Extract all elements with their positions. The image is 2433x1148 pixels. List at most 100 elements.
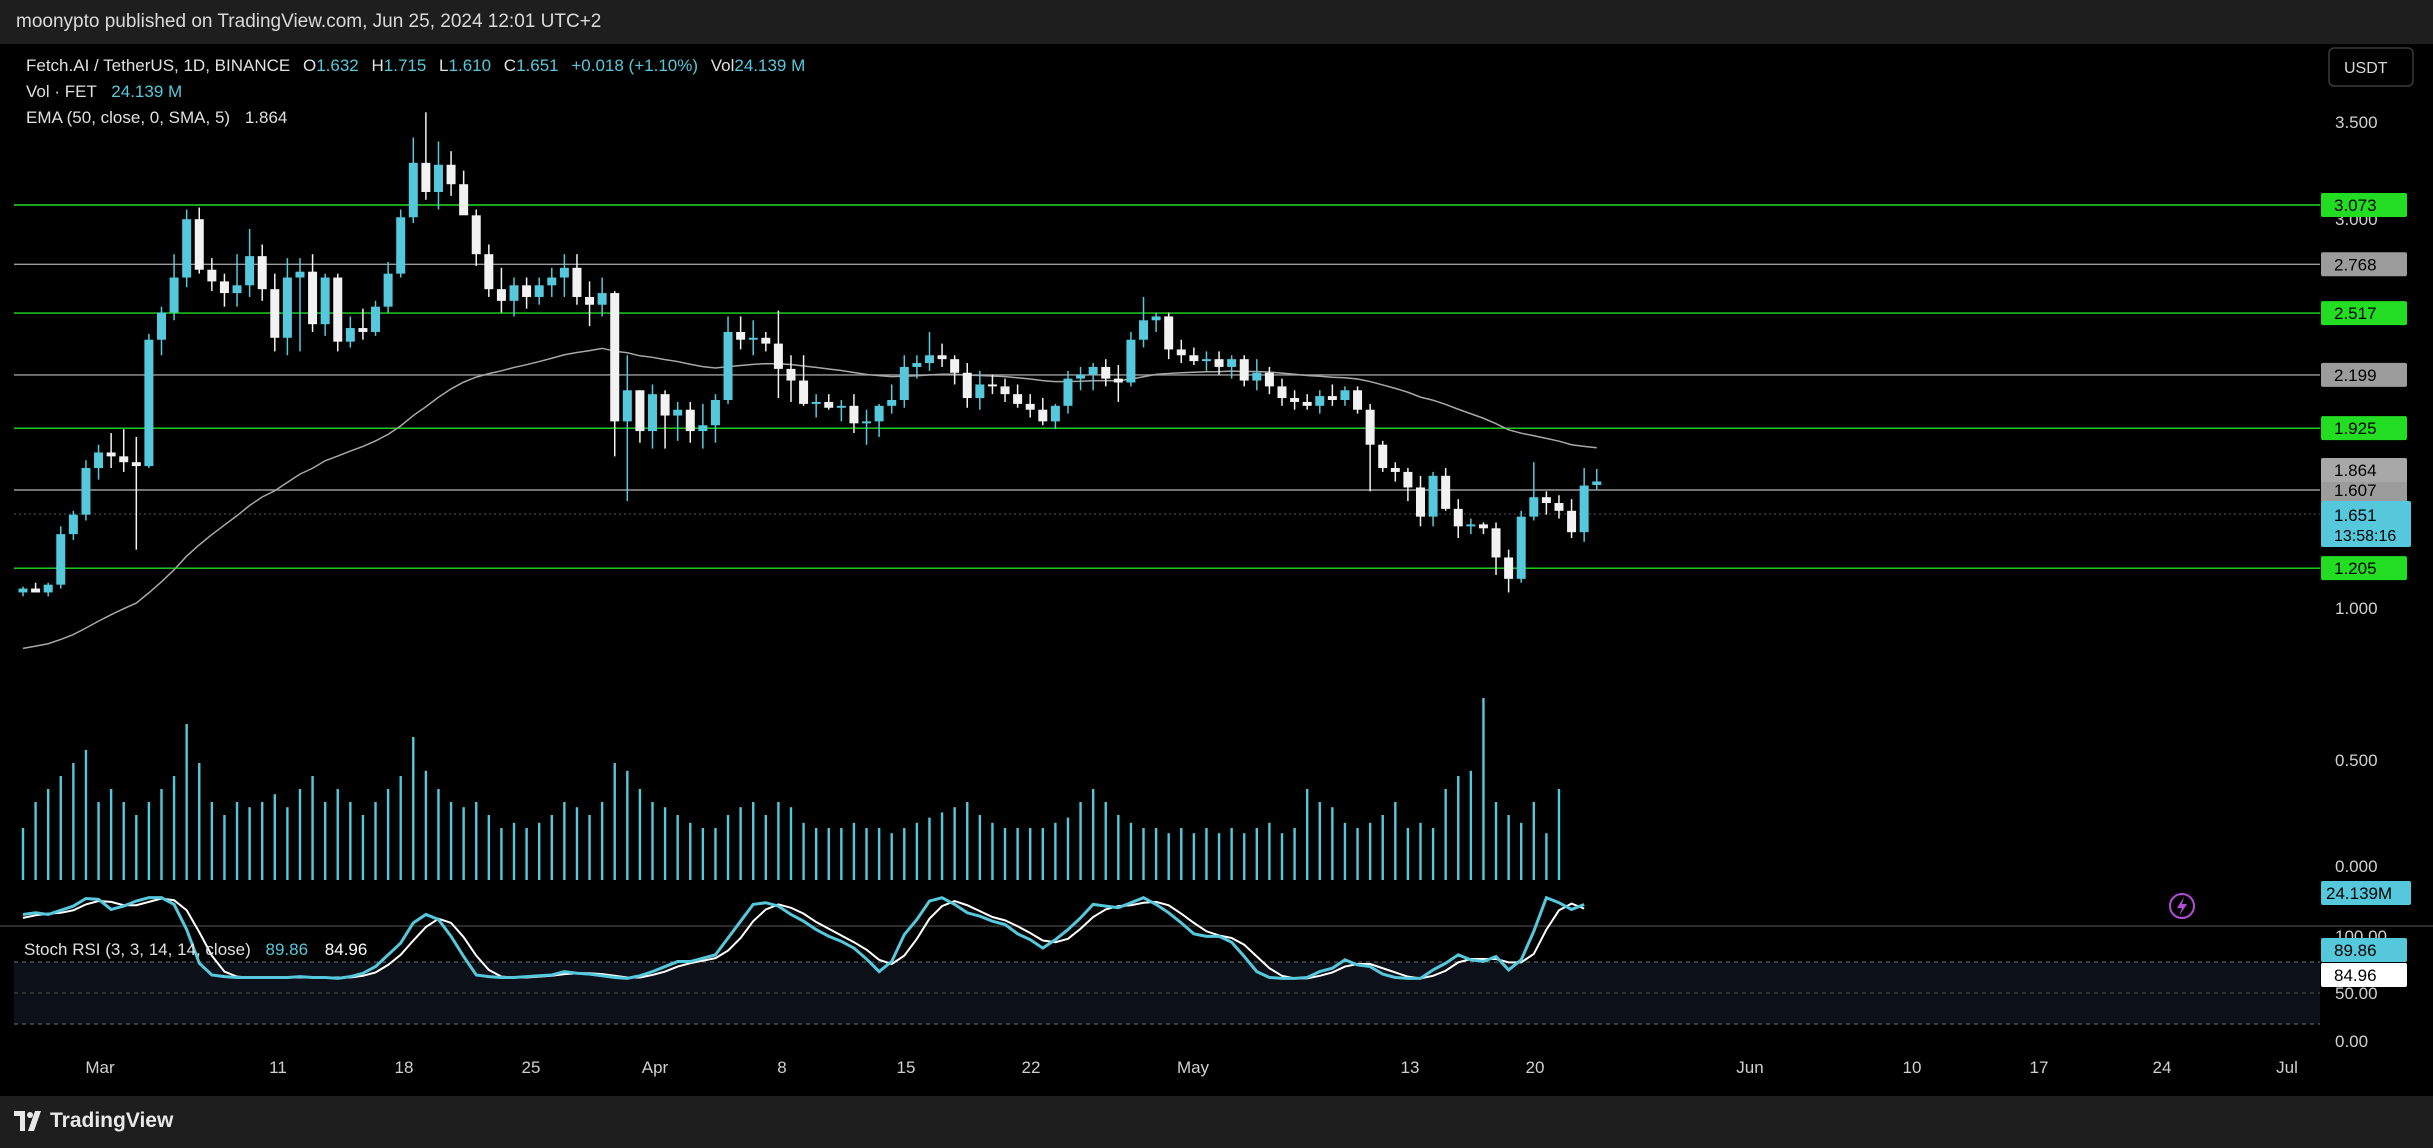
candle-body xyxy=(673,409,683,416)
candle-body xyxy=(862,421,872,424)
volume-bar xyxy=(1192,833,1196,880)
volume-last-label: 24.139M xyxy=(2321,881,2411,905)
candle-body xyxy=(1441,475,1451,509)
volume-bar xyxy=(1507,815,1510,880)
volume-bar xyxy=(122,802,125,880)
candle-body xyxy=(270,289,280,338)
volume-bar xyxy=(72,763,75,880)
volume-bar xyxy=(1054,822,1057,880)
candle-body xyxy=(182,219,192,278)
candle-body xyxy=(824,401,834,408)
volume-bar xyxy=(412,737,415,880)
chart-area[interactable]: 3.500 3.000 1.000 0.500 0.000 100.00 50.00 0.… xyxy=(0,44,2433,1096)
level-label-bg-5 xyxy=(2321,477,2407,502)
candle-body xyxy=(736,331,746,340)
candles xyxy=(18,112,1602,597)
volume-bar xyxy=(1557,789,1561,880)
time-tick-2: 18 xyxy=(395,1058,414,1077)
volume-bar xyxy=(890,833,893,880)
lightning-icon[interactable] xyxy=(2169,893,2195,919)
volume-bar xyxy=(512,822,516,880)
candle-body xyxy=(1025,403,1035,410)
volume-bar xyxy=(1066,817,1070,880)
volume-bar xyxy=(1356,828,1359,880)
candle-body xyxy=(1252,372,1262,381)
level-label-text-4: 1.925 xyxy=(2334,419,2377,438)
candle-body xyxy=(471,215,481,255)
time-tick-11: Jun xyxy=(1736,1058,1763,1077)
candle-body xyxy=(836,405,846,408)
volume-bar xyxy=(626,770,629,880)
volume-bar xyxy=(361,815,365,880)
candle-body xyxy=(635,390,645,432)
candle-body xyxy=(232,285,242,294)
volume-bar xyxy=(449,802,453,880)
candle-body xyxy=(874,405,884,422)
volume-bar xyxy=(991,822,994,880)
volume-bar xyxy=(1419,822,1422,880)
volume-bar xyxy=(399,776,402,880)
volume-bar xyxy=(46,789,50,880)
candle-body xyxy=(257,256,267,290)
volume-bar xyxy=(978,815,982,880)
candle-body xyxy=(18,588,28,593)
candle-body xyxy=(43,584,53,593)
candle-body xyxy=(1151,316,1161,321)
tradingview-icon xyxy=(14,1111,41,1131)
volume-bar xyxy=(1117,815,1120,880)
volume-bar xyxy=(1318,802,1321,880)
ema-line xyxy=(22,347,1597,650)
volume-bar xyxy=(109,789,113,880)
volume-bar xyxy=(386,789,390,880)
volume-bar xyxy=(160,789,163,880)
volume-bar xyxy=(613,763,616,880)
candle-body xyxy=(1101,366,1111,379)
volume-bar xyxy=(802,822,805,880)
volume-bar xyxy=(1431,828,1435,880)
candle-body xyxy=(648,394,657,432)
candle-body xyxy=(496,289,506,301)
candle-body xyxy=(1000,386,1010,395)
candle-body xyxy=(383,273,393,307)
time-axis: Mar 11 18 25 Apr 8 15 22 May 13 20 Jun 10 17 24 Jul xyxy=(85,1058,2298,1077)
candle-body xyxy=(1227,359,1237,367)
volume-bar xyxy=(1091,789,1095,880)
volume-bar xyxy=(336,789,339,880)
candle-body xyxy=(308,271,318,325)
level-label-1: 2.768 xyxy=(2321,252,2407,277)
volume-bar xyxy=(1494,802,1498,880)
candle-body xyxy=(1567,510,1577,533)
time-tick-1: 11 xyxy=(269,1058,287,1077)
candle-body xyxy=(773,343,783,369)
svg-text:84.96: 84.96 xyxy=(2334,966,2377,985)
volume-bar xyxy=(550,815,553,880)
candle-body xyxy=(320,277,330,325)
volume-axis: 0.500 0.000 xyxy=(2335,751,2378,876)
level-label-0: 3.073 xyxy=(2321,193,2407,218)
candle-body xyxy=(1050,405,1060,422)
candle-body xyxy=(1466,524,1476,527)
time-tick-3: 25 xyxy=(522,1058,541,1077)
candle-body xyxy=(987,384,997,387)
countdown-timer: 13:58:16 xyxy=(2334,528,2396,545)
candle-body xyxy=(1189,355,1199,362)
volume-bar xyxy=(689,822,692,880)
volume-bar xyxy=(1243,833,1246,880)
svg-text:89.86: 89.86 xyxy=(2334,941,2377,960)
volume-bar xyxy=(588,815,591,880)
candle-body xyxy=(1290,398,1300,402)
candle-body xyxy=(345,328,355,342)
volume-bar xyxy=(210,802,214,880)
volume-bar xyxy=(1041,828,1044,880)
volume-bar xyxy=(487,815,491,880)
candle-body xyxy=(1126,339,1136,383)
chart-background xyxy=(0,44,2433,1096)
currency-button[interactable]: USDT xyxy=(2328,47,2414,87)
candle-body xyxy=(1579,485,1589,533)
tradingview-logo[interactable]: TradingView xyxy=(14,1108,214,1136)
candle-body xyxy=(887,399,897,406)
candle-body xyxy=(572,267,582,297)
candle-body xyxy=(207,269,217,282)
legend-symbol: Fetch.AI / TetherUS, 1D, BINANCE xyxy=(26,56,290,75)
